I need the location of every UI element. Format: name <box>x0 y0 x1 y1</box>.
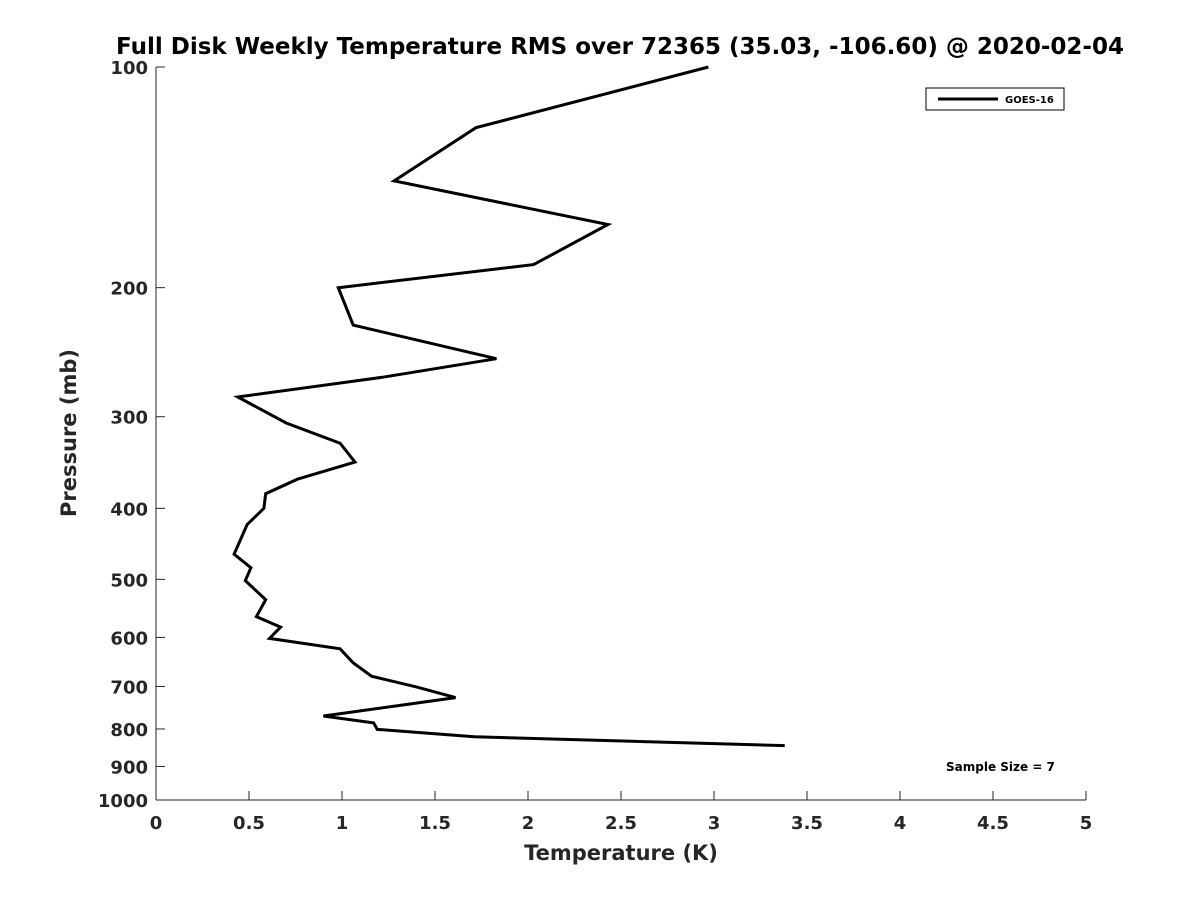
x-tick-label: 2.5 <box>605 813 637 834</box>
sample-size-annotation: Sample Size = 7 <box>946 760 1055 774</box>
y-tick-label: 100 <box>110 58 148 79</box>
x-tick-label: 3 <box>708 813 721 834</box>
y-tick-label: 200 <box>110 279 148 300</box>
y-axis-label: Pressure (mb) <box>57 349 81 517</box>
x-tick-label: 4 <box>894 813 907 834</box>
y-ticks: 100 200 300 400 500 600 700 800 900 1000 <box>98 58 165 812</box>
x-tick-label: 1 <box>336 813 349 834</box>
x-tick-label: 4.5 <box>977 813 1009 834</box>
x-axis: 0 0.5 1 1.5 2 2.5 3 3.5 4 4.5 5 Temperature (K) <box>150 791 1093 865</box>
x-tick-label: 3.5 <box>791 813 823 834</box>
x-tick-label: 5 <box>1080 813 1093 834</box>
y-tick-label: 300 <box>110 408 148 429</box>
y-tick-label: 1000 <box>98 791 148 812</box>
x-tick-label: 0 <box>150 813 163 834</box>
series-line-goes16 <box>232 65 785 748</box>
y-tick-label: 800 <box>110 720 148 741</box>
legend-label: GOES-16 <box>1005 95 1054 106</box>
x-ticks: 0 0.5 1 1.5 2 2.5 3 3.5 4 4.5 5 <box>150 791 1093 834</box>
y-tick-label: 600 <box>110 628 148 649</box>
legend[interactable]: GOES-16 <box>925 87 1065 111</box>
y-tick-label: 700 <box>110 677 148 698</box>
x-axis-label: Temperature (K) <box>524 841 718 865</box>
y-tick-label: 500 <box>110 570 148 591</box>
y-tick-label: 400 <box>110 499 148 520</box>
y-tick-label: 900 <box>110 757 148 778</box>
x-tick-label: 2 <box>522 813 535 834</box>
y-axis: 100 200 300 400 500 600 700 800 900 1000 Pressure… <box>57 58 165 812</box>
chart-title: Full Disk Weekly Temperature RMS over 72… <box>116 34 1124 60</box>
x-tick-label: 1.5 <box>419 813 451 834</box>
x-tick-label: 0.5 <box>233 813 265 834</box>
